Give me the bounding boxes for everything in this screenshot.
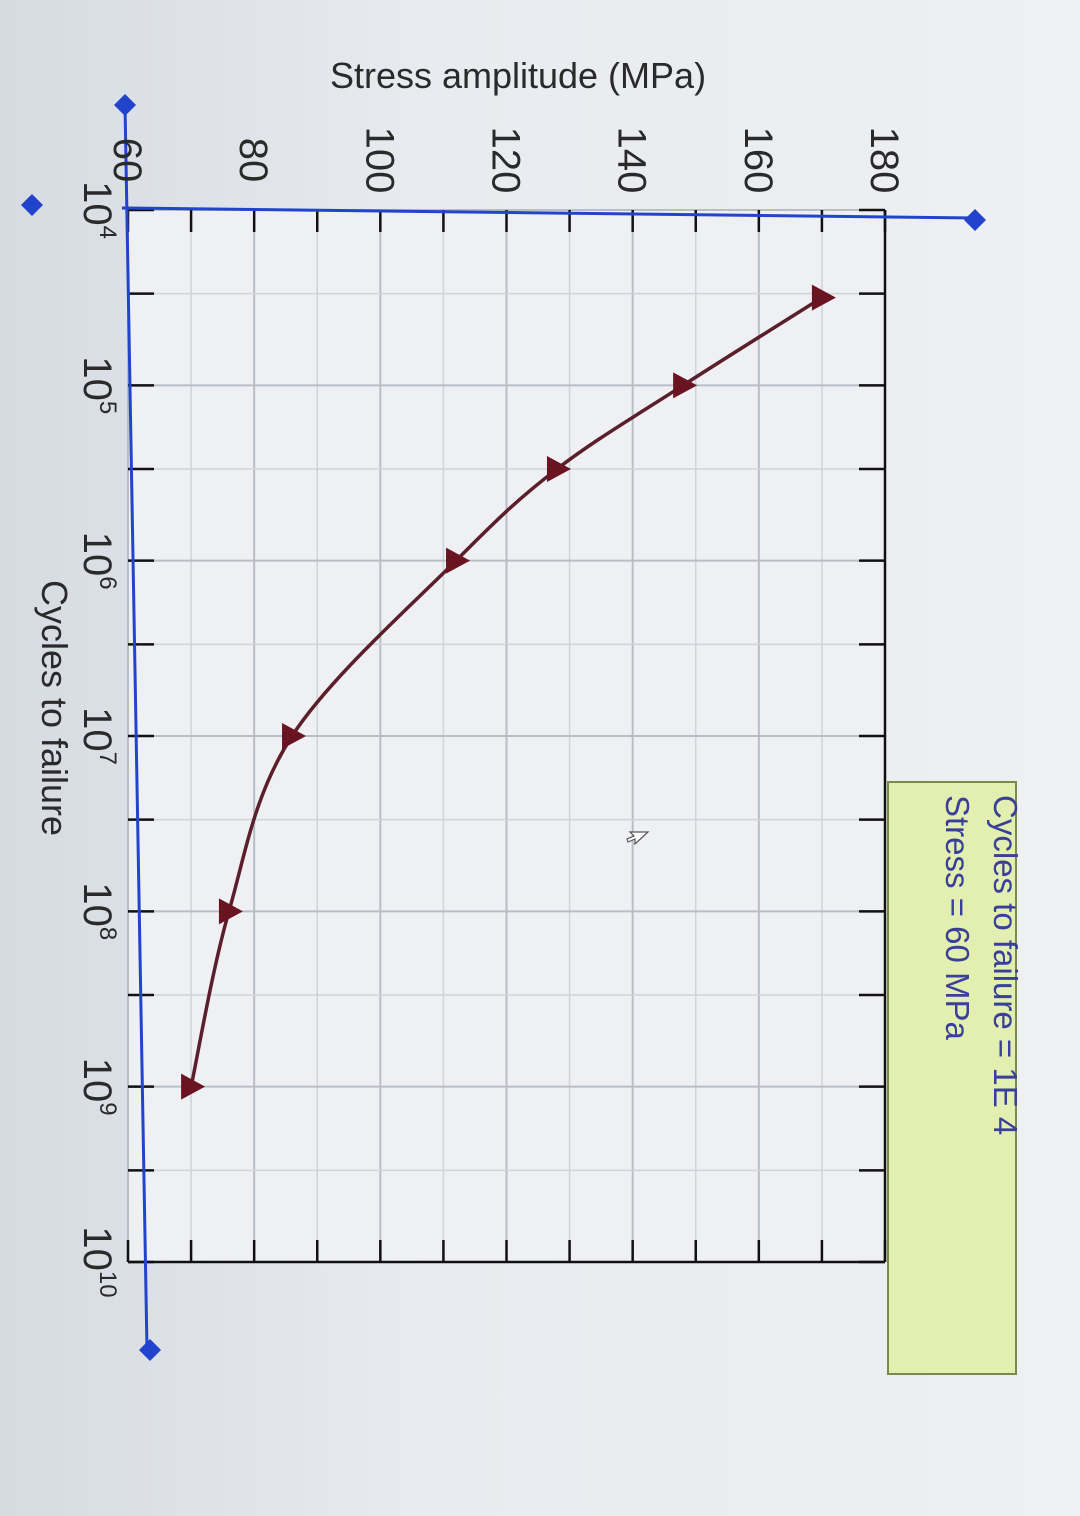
stress-tick-label: 180 bbox=[862, 127, 906, 194]
axis-endpoint-handle[interactable] bbox=[139, 1339, 161, 1361]
info-box-line-1: Cycles to failure = 1E 4 bbox=[987, 795, 1024, 1135]
x-axis-title: Cycles to failure bbox=[34, 580, 75, 836]
data-point-marker bbox=[282, 723, 307, 749]
stress-tick-label: 140 bbox=[610, 127, 654, 194]
cycles-tick-label: 1010 bbox=[75, 1226, 121, 1297]
axis-endpoint-handle[interactable] bbox=[964, 209, 986, 231]
cycles-tick-label: 105 bbox=[75, 356, 121, 414]
axis-endpoint-handle[interactable] bbox=[21, 194, 43, 216]
stress-tick-label: 120 bbox=[484, 127, 528, 194]
y-axis-title: Stress amplitude (MPa) bbox=[330, 55, 706, 96]
s-n-curve bbox=[181, 284, 836, 1100]
data-point-marker bbox=[181, 1073, 206, 1100]
data-point-marker bbox=[546, 455, 571, 482]
mouse-cursor-icon bbox=[626, 831, 650, 846]
cycles-tick-label: 104 bbox=[75, 181, 121, 239]
data-point-marker bbox=[673, 372, 698, 399]
cycles-axis-line bbox=[123, 104, 149, 1351]
info-box-line-2: Stress = 60 MPa bbox=[939, 795, 976, 1041]
info-box: Cycles to failure = 1E 4 Stress = 60 MPa bbox=[887, 781, 1024, 1375]
data-point-marker bbox=[446, 547, 471, 574]
tick-labels: 60 80 100 120 140 160 180 104 105 106 107 108 109 101… bbox=[75, 127, 906, 1298]
cycles-tick-label: 109 bbox=[75, 1058, 121, 1116]
stress-tick-label: 100 bbox=[357, 127, 401, 194]
data-point-marker bbox=[811, 284, 836, 311]
stress-tick-label: 80 bbox=[231, 138, 275, 183]
data-point-marker bbox=[218, 898, 243, 925]
cycles-tick-label: 108 bbox=[75, 882, 121, 940]
cycles-tick-label: 106 bbox=[75, 532, 121, 590]
plot-frame bbox=[126, 208, 887, 1264]
stress-tick-label: 60 bbox=[105, 138, 149, 183]
stress-tick-label: 160 bbox=[736, 127, 780, 194]
cycles-tick-label: 107 bbox=[75, 707, 121, 765]
axis-endpoint-handle[interactable] bbox=[114, 94, 136, 116]
stress-axis-line bbox=[121, 206, 976, 220]
info-box-background bbox=[887, 781, 1017, 1375]
axes bbox=[21, 94, 986, 1361]
